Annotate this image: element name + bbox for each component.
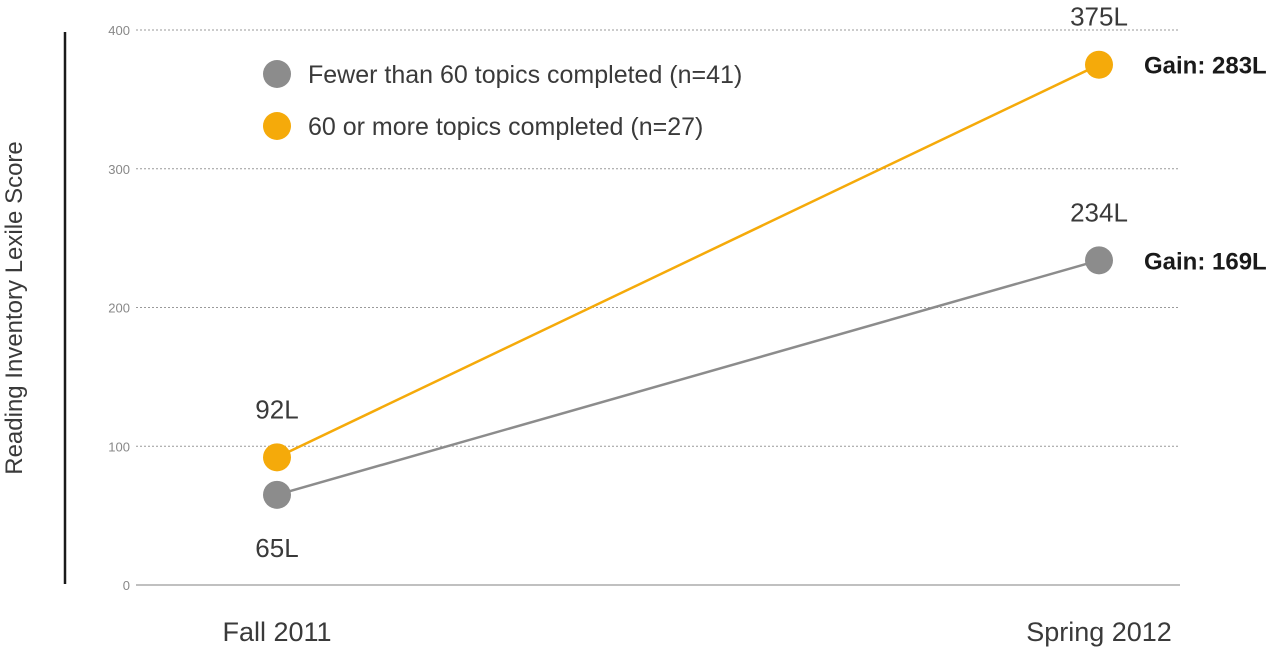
series-points: [263, 50, 1113, 509]
data-point: [1085, 246, 1113, 275]
y-tick-label: 400: [108, 23, 130, 38]
data-label: 92L: [255, 394, 298, 424]
gridlines: [136, 29, 1180, 586]
series-line: [276, 63, 1100, 459]
data-point: [263, 480, 291, 509]
y-tick-label: 0: [123, 578, 130, 593]
y-tick-label: 300: [108, 162, 130, 177]
series-lines: [276, 63, 1100, 497]
data-label: 65L: [255, 533, 298, 563]
legend: Fewer than 60 topics completed (n=41) 60…: [263, 60, 742, 141]
legend-label-fewer: Fewer than 60 topics completed (n=41): [308, 61, 742, 89]
y-axis-title: Reading Inventory Lexile Score: [1, 141, 28, 475]
gain-labels: Gain: 169L Gain: 283L: [1144, 53, 1267, 276]
data-label: 375L: [1070, 2, 1128, 32]
legend-swatch-fewer: [263, 60, 291, 88]
legend-label-more: 60 or more topics completed (n=27): [308, 113, 703, 141]
series-line: [276, 259, 1100, 497]
y-tick-labels: 0 100 200 300 400: [108, 23, 130, 593]
data-point: [263, 443, 291, 472]
x-category-labels: Fall 2011 Spring 2012: [222, 617, 1171, 647]
y-tick-label: 200: [108, 301, 130, 316]
gain-label: Gain: 169L: [1144, 248, 1267, 275]
x-category-label: Fall 2011: [222, 617, 331, 647]
data-labels: 65L 234L 92L 375L: [255, 2, 1128, 563]
data-label: 234L: [1070, 197, 1128, 227]
gain-label: Gain: 283L: [1144, 53, 1267, 80]
x-category-label: Spring 2012: [1026, 617, 1172, 647]
legend-swatch-more: [263, 112, 291, 140]
y-tick-label: 100: [108, 439, 130, 454]
data-point: [1085, 50, 1113, 79]
